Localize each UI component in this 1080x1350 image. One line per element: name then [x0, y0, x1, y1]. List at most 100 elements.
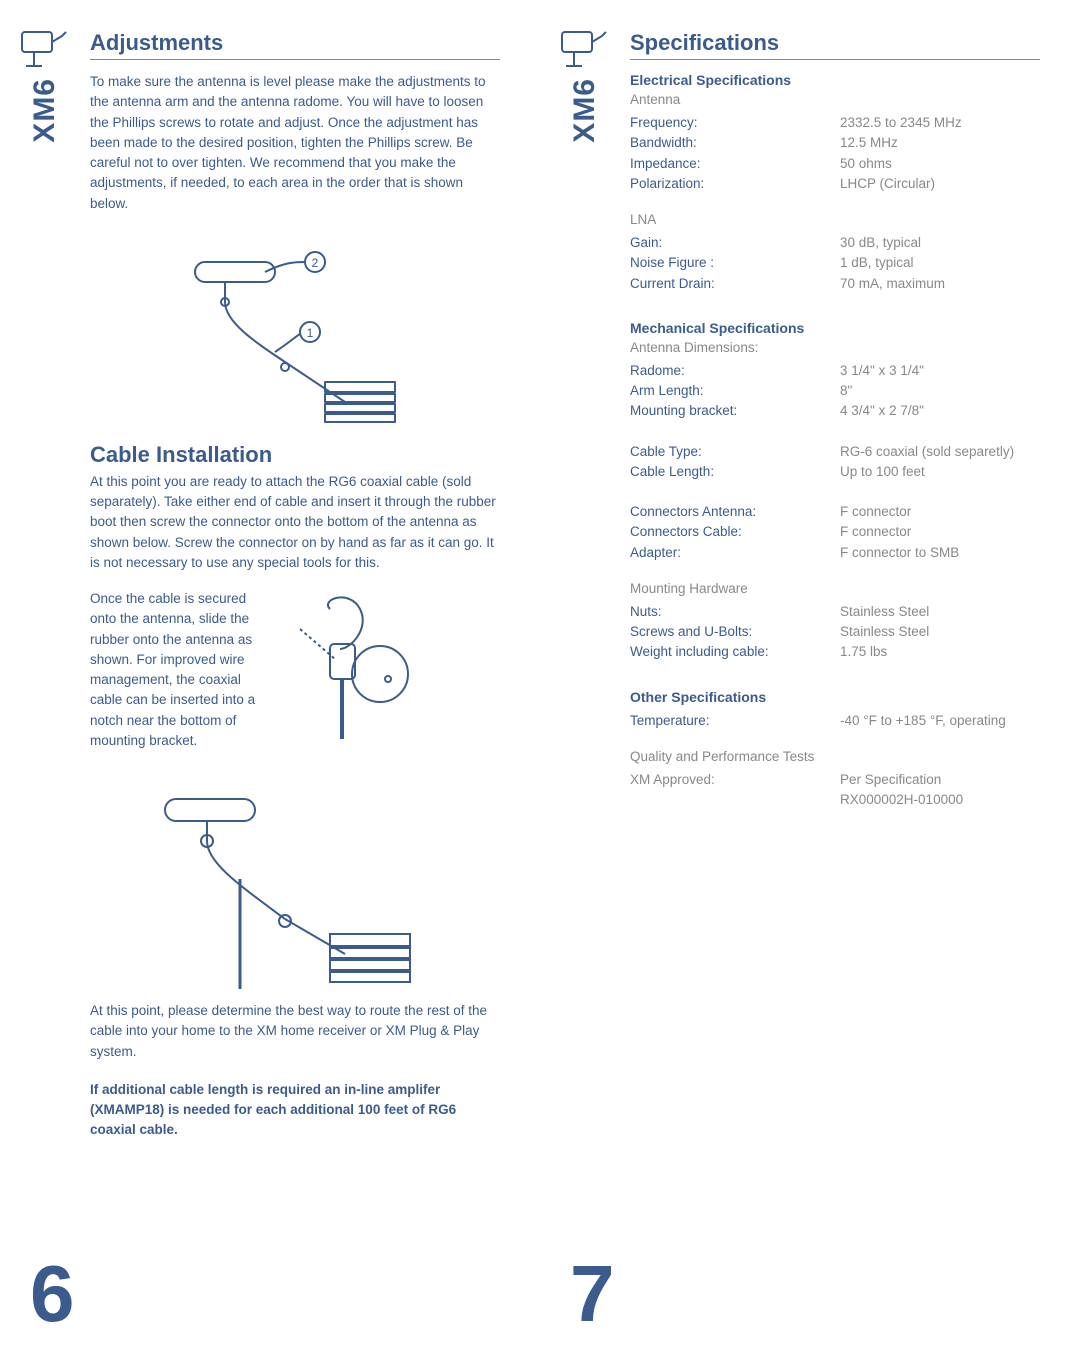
- spec-row: XM Approved:Per Specification: [630, 770, 1040, 790]
- antenna-icon: [560, 30, 610, 70]
- spec-row: Current Drain:70 mA, maximum: [630, 274, 1040, 294]
- spec-row: Bandwidth:12.5 MHz: [630, 133, 1040, 153]
- adjustment-illustration: 2 1: [165, 232, 425, 432]
- amplifier-note: If additional cable length is required a…: [90, 1080, 500, 1141]
- spec-row: Radome:3 1/4" x 3 1/4": [630, 361, 1040, 381]
- spec-value: RX000002H-010000: [840, 790, 963, 810]
- spec-label: Connectors Antenna:: [630, 502, 840, 522]
- spec-value: Per Specification: [840, 770, 941, 790]
- cable-install-paragraph: At this point you are ready to attach th…: [90, 472, 500, 573]
- svg-text:2: 2: [312, 256, 319, 270]
- spec-label: Radome:: [630, 361, 840, 381]
- spec-value: 8": [840, 381, 852, 401]
- antenna-subhead: Antenna: [630, 92, 1040, 107]
- adjustments-paragraph: To make sure the antenna is level please…: [90, 72, 500, 214]
- brand-text: XM6: [28, 78, 62, 143]
- spec-row: Cable Type:RG-6 coaxial (sold separetly): [630, 442, 1040, 462]
- adjustments-title: Adjustments: [90, 30, 500, 60]
- spec-label: Cable Length:: [630, 462, 840, 482]
- spec-value: 2332.5 to 2345 MHz: [840, 113, 962, 133]
- cable-boot-illustration: [260, 589, 440, 749]
- spec-label: Connectors Cable:: [630, 522, 840, 542]
- spec-label: Bandwidth:: [630, 133, 840, 153]
- spec-value: 70 mA, maximum: [840, 274, 945, 294]
- spec-label: Adapter:: [630, 543, 840, 563]
- spec-label: XM Approved:: [630, 770, 840, 790]
- spec-label: Temperature:: [630, 711, 840, 731]
- brand-side-left: XM6: [20, 30, 70, 143]
- spec-row: Impedance:50 ohms: [630, 154, 1040, 174]
- page-number-right: 7: [570, 1248, 615, 1340]
- spec-row: Cable Length:Up to 100 feet: [630, 462, 1040, 482]
- mechanical-spec-title: Mechanical Specifications: [630, 320, 1040, 336]
- spec-row: Screws and U-Bolts:Stainless Steel: [630, 622, 1040, 642]
- spec-value: LHCP (Circular): [840, 174, 935, 194]
- spec-label: Polarization:: [630, 174, 840, 194]
- cable-install-title: Cable Installation: [90, 442, 500, 468]
- spec-row: Frequency:2332.5 to 2345 MHz: [630, 113, 1040, 133]
- brand-side-right: XM6: [560, 30, 610, 143]
- spec-value: RG-6 coaxial (sold separetly): [840, 442, 1014, 462]
- spec-value: 50 ohms: [840, 154, 892, 174]
- right-page: XM6 Specifications Electrical Specificat…: [540, 0, 1080, 1350]
- brand-text: XM6: [568, 78, 602, 143]
- other-spec-title: Other Specifications: [630, 689, 1040, 705]
- spec-label: Current Drain:: [630, 274, 840, 294]
- spec-row: Adapter:F connector to SMB: [630, 543, 1040, 563]
- left-page: XM6 Adjustments To make sure the antenna…: [0, 0, 540, 1350]
- dimensions-subhead: Antenna Dimensions:: [630, 340, 1040, 355]
- dimension-specs: Radome:3 1/4" x 3 1/4"Arm Length:8"Mount…: [630, 361, 1040, 422]
- spec-value: 30 dB, typical: [840, 233, 921, 253]
- spec-label: Mounting bracket:: [630, 401, 840, 421]
- electrical-spec-title: Electrical Specifications: [630, 72, 1040, 88]
- spec-row: Weight including cable:1.75 lbs: [630, 642, 1040, 662]
- page-number-left: 6: [30, 1248, 75, 1340]
- mounted-antenna-illustration: [145, 769, 445, 989]
- spec-label: Screws and U-Bolts:: [630, 622, 840, 642]
- other-specs: Temperature:-40 °F to +185 °F, operating: [630, 711, 1040, 731]
- connector-specs: Connectors Antenna:F connectorConnectors…: [630, 502, 1040, 563]
- spec-value: Up to 100 feet: [840, 462, 925, 482]
- spec-row: Noise Figure :1 dB, typical: [630, 253, 1040, 273]
- antenna-icon: [20, 30, 70, 70]
- mounting-specs: Nuts:Stainless SteelScrews and U-Bolts:S…: [630, 602, 1040, 663]
- svg-text:1: 1: [307, 326, 314, 340]
- spec-value: Stainless Steel: [840, 622, 929, 642]
- spec-label: Arm Length:: [630, 381, 840, 401]
- spec-value: 1.75 lbs: [840, 642, 887, 662]
- lna-subhead: LNA: [630, 212, 1040, 227]
- mounting-subhead: Mounting Hardware: [630, 581, 1040, 596]
- spec-row: Gain:30 dB, typical: [630, 233, 1040, 253]
- spec-row: Temperature:-40 °F to +185 °F, operating: [630, 711, 1040, 731]
- spec-row: Connectors Antenna:F connector: [630, 502, 1040, 522]
- spec-value: F connector: [840, 502, 911, 522]
- lna-specs: Gain:30 dB, typicalNoise Figure :1 dB, t…: [630, 233, 1040, 294]
- spec-label: Nuts:: [630, 602, 840, 622]
- spec-row: Nuts:Stainless Steel: [630, 602, 1040, 622]
- cable-specs: Cable Type:RG-6 coaxial (sold separetly)…: [630, 442, 1040, 483]
- spec-label: Impedance:: [630, 154, 840, 174]
- spec-label: Noise Figure :: [630, 253, 840, 273]
- spec-label: Weight including cable:: [630, 642, 840, 662]
- spec-row: Polarization:LHCP (Circular): [630, 174, 1040, 194]
- spec-value: 4 3/4" x 2 7/8": [840, 401, 924, 421]
- qpt-subhead: Quality and Performance Tests: [630, 749, 1040, 764]
- spec-value: 1 dB, typical: [840, 253, 914, 273]
- cable-secure-paragraph: Once the cable is secured onto the anten…: [90, 589, 260, 751]
- spec-label: [630, 790, 840, 810]
- spec-row: Connectors Cable:F connector: [630, 522, 1040, 542]
- spec-row: Mounting bracket:4 3/4" x 2 7/8": [630, 401, 1040, 421]
- spec-row: Arm Length:8": [630, 381, 1040, 401]
- spec-value: 3 1/4" x 3 1/4": [840, 361, 924, 381]
- antenna-specs: Frequency:2332.5 to 2345 MHzBandwidth:12…: [630, 113, 1040, 194]
- route-cable-paragraph: At this point, please determine the best…: [90, 1001, 500, 1062]
- spec-value: -40 °F to +185 °F, operating: [840, 711, 1006, 731]
- spec-value: Stainless Steel: [840, 602, 929, 622]
- spec-row: RX000002H-010000: [630, 790, 1040, 810]
- spec-label: Gain:: [630, 233, 840, 253]
- spec-value: 12.5 MHz: [840, 133, 898, 153]
- spec-value: F connector to SMB: [840, 543, 959, 563]
- spec-label: Cable Type:: [630, 442, 840, 462]
- qpt-specs: XM Approved:Per SpecificationRX000002H-0…: [630, 770, 1040, 811]
- specifications-title: Specifications: [630, 30, 1040, 60]
